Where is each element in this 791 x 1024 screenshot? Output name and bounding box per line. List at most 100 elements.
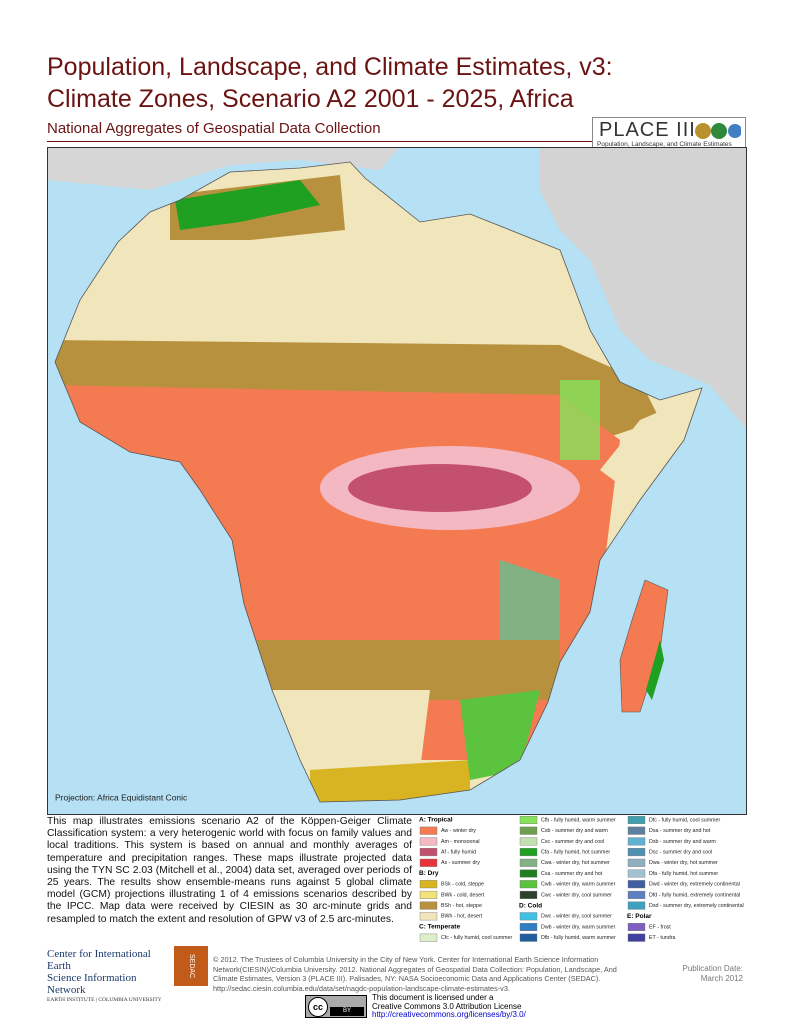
legend-swatch (519, 880, 538, 889)
legend-swatch (519, 922, 538, 931)
org: Center for International Earth Science I… (47, 948, 172, 1005)
legend-label: Csa - summer dry and hot (541, 871, 603, 877)
legend-swatch (519, 890, 538, 899)
legend-swatch (627, 858, 646, 867)
cc-mark: cc (308, 997, 328, 1017)
legend-label: Dsd - summer dry, extremely continental (649, 903, 744, 909)
subtitle: National Aggregates of Geospatial Data C… (47, 120, 381, 137)
legend-label: Af - fully humid (441, 850, 476, 856)
license-text: This document is licensed under a Creati… (372, 993, 526, 1020)
legend-swatch (627, 922, 646, 931)
legend-label: Dfc - fully humid, cool summer (649, 817, 720, 823)
legend-swatch (627, 816, 646, 824)
rule (47, 141, 746, 142)
legend-swatch (419, 837, 438, 846)
legend-label: Dsb - summer dry and warm (649, 839, 716, 845)
legend-swatch (627, 933, 646, 942)
legend-swatch (627, 869, 646, 878)
legend-label: Cfa - fully humid, hot summer (541, 850, 610, 856)
legend-label: Csb - summer dry and warm (541, 828, 608, 834)
legend-swatch (519, 848, 538, 857)
legend-label: BSk - cold, steppe (441, 882, 484, 888)
credits: © 2012. The Trustees of Columbia Univers… (213, 955, 617, 993)
madagascar-east (646, 640, 664, 700)
coastline (54, 161, 703, 803)
legend-swatch (419, 848, 438, 857)
legend-label: Cwc - winter dry, cool summer (541, 892, 612, 898)
legend-label: As - summer dry (441, 860, 480, 866)
legend-swatch (519, 912, 538, 921)
logo-tagline: Population, Landscape, and Climate Estim… (597, 141, 732, 148)
legend-swatch (519, 826, 538, 835)
license-line: Creative Commons 3.0 Attribution License (372, 1001, 522, 1011)
license-line: This document is licensed under a (372, 993, 494, 1002)
arabia (540, 147, 747, 430)
legend-group-title: A: Tropical (419, 817, 453, 824)
legend-swatch (419, 880, 438, 889)
legend-swatch (419, 890, 438, 899)
legend: A: Tropical Aw - winter dry Am - monsoonal… (419, 816, 744, 942)
legend-swatch (519, 816, 538, 824)
legend-swatch (627, 880, 646, 889)
projection: Projection: Africa Equidistant Conic (55, 792, 188, 802)
legend-label: BSh - hot, steppe (441, 903, 482, 909)
org-line: EARTH INSTITUTE | COLUMBIA UNIVERSITY (47, 997, 162, 1003)
legend-swatch (519, 858, 538, 867)
cc-badge: cc BY (305, 995, 367, 1018)
legend-swatch (419, 901, 438, 910)
map: Projection: Africa Equidistant Conic (47, 147, 747, 815)
logo-icons (695, 123, 741, 139)
license-link: http://creativecommons.org/licenses/by/3… (372, 1010, 526, 1019)
legend-label: BWk - cold, desert (441, 892, 485, 898)
legend-label: Cfb - fully humid, warm summer (541, 817, 616, 823)
legend-swatch (627, 848, 646, 857)
legend-label: Dwb - winter dry, warm summer (541, 924, 616, 930)
legend-label: Dsc - summer dry and cool (649, 850, 712, 856)
legend-swatch (627, 901, 646, 910)
title-line: Population, Landscape, and Climate Estim… (47, 53, 613, 81)
legend-label: Dwd - winter dry, extremely continental (649, 882, 740, 888)
europe (47, 147, 400, 190)
legend-group-title: D: Cold (519, 902, 542, 909)
legend-label: Cwb - winter dry, warm summer (541, 882, 616, 888)
description: This map illustrates emissions scenario … (47, 816, 412, 925)
legend-swatch (519, 933, 538, 942)
legend-label: Am - monsoonal (441, 839, 480, 845)
legend-swatch (519, 869, 538, 878)
legend-label: Dwa - winter dry, hot summer (649, 860, 718, 866)
publication-date: March 2012 (700, 974, 743, 983)
legend-label: Dfb - fully humid, warm summer (541, 935, 616, 941)
legend-swatch (419, 933, 438, 942)
legend-swatch (419, 858, 438, 867)
legend-label: Csc - summer dry and cool (541, 839, 604, 845)
legend-label: ET - tundra (649, 935, 675, 941)
title-line: Climate Zones, Scenario A2 2001 - 2025, … (47, 85, 574, 113)
legend-label: BWh - hot, desert (441, 914, 483, 920)
logo-name: PLACE III (599, 119, 696, 141)
legend-label: Cwa - winter dry, hot summer (541, 860, 610, 866)
org-line: Science Information Network (47, 972, 137, 996)
madagascar (619, 579, 669, 713)
legend-label: Dfd - fully humid, extremely continental (649, 892, 740, 898)
sedac-logo: SEDAC (174, 946, 208, 986)
legend-swatch (419, 826, 438, 835)
legend-label: Dwc - winter dry, cool summer (541, 914, 612, 920)
legend-label: EF - frost (649, 924, 671, 930)
legend-swatch (627, 890, 646, 899)
legend-swatch (627, 837, 646, 846)
legend-swatch (627, 826, 646, 835)
legend-swatch (519, 837, 538, 846)
legend-label: Dsa - summer dry and hot (649, 828, 711, 834)
publication-date: Publication Date: (682, 964, 743, 973)
map-frame (47, 147, 747, 815)
legend-group-title: E: Polar (627, 913, 652, 920)
legend-label: Dfa - fully humid, hot summer (649, 871, 718, 877)
legend-group-title: C: Temperate (419, 924, 460, 931)
legend-label: Cfc - fully humid, cool summer (441, 935, 512, 941)
legend-group-title: B: Dry (419, 870, 439, 877)
org-line: Center for International Earth (47, 948, 151, 972)
cc-by: BY (330, 1007, 364, 1016)
legend-label: Aw - winter dry (441, 828, 476, 834)
legend-swatch (419, 912, 438, 921)
